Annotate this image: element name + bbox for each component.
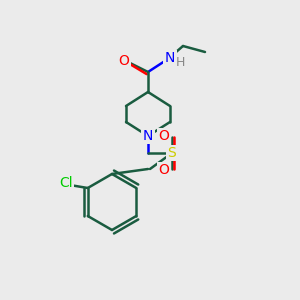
Text: O: O bbox=[159, 129, 170, 143]
Text: Cl: Cl bbox=[59, 176, 73, 190]
Text: O: O bbox=[159, 163, 170, 177]
Text: N: N bbox=[165, 51, 175, 65]
Text: N: N bbox=[143, 129, 153, 143]
Text: H: H bbox=[175, 56, 185, 68]
Text: S: S bbox=[168, 146, 176, 160]
Text: O: O bbox=[118, 54, 129, 68]
